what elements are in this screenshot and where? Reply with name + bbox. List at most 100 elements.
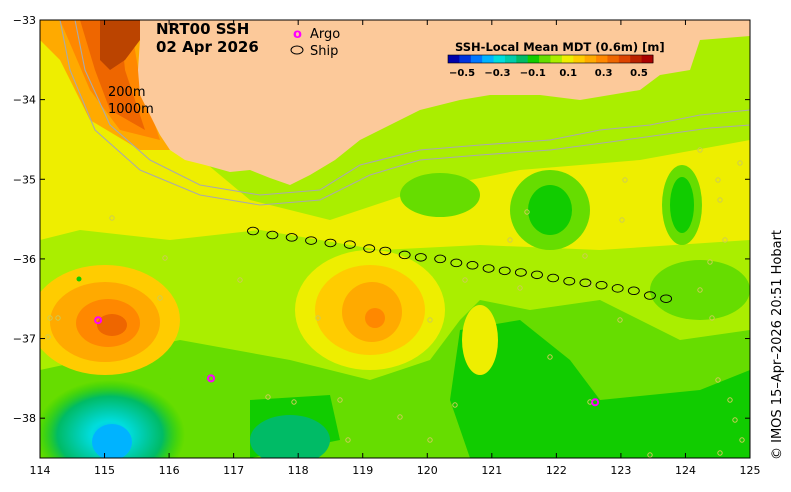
x-tick-label: 114 [30,464,51,477]
colorbar-frame [447,54,654,64]
station-dot [697,147,703,153]
colorbar-title: SSH-Local Mean MDT (0.6m) [m] [455,40,665,54]
station-dots [45,147,745,458]
contour-label-1000: 1000m [108,102,154,117]
x-tick-label: 119 [352,464,373,477]
station-dot [55,315,61,321]
station-dot [715,377,721,383]
colorbar-swatch [550,55,563,63]
station-dot [722,237,728,243]
station-dot [617,317,623,323]
station-dot [45,334,51,340]
ship-legend-symbol [290,45,304,55]
station-dot [739,437,745,443]
station-dot [619,217,625,223]
x-tick-label: 116 [159,464,180,477]
station-dot [337,397,343,403]
station-dot [452,402,458,408]
station-dot [427,317,433,323]
colorbar-swatch [448,55,460,63]
ship-position [450,258,463,268]
y-axis: −33 −34 −35 −36 −37 −38 [13,14,750,425]
colorbar-tick-label: 0.5 [630,68,648,79]
station-dot [524,209,530,215]
station-dot [715,177,721,183]
x-tick-label: 118 [288,464,309,477]
y-tick-label: −36 [13,253,36,266]
colorbar-swatch [493,55,506,63]
ship-position [627,286,640,296]
x-tick-label: 121 [481,464,502,477]
colorbar-swatch [527,55,540,63]
x-tick-label: 115 [94,464,115,477]
title-line2: 02 Apr 2026 [156,38,259,56]
argo-legend-symbol: o [293,27,302,42]
x-tick-label: 122 [546,464,567,477]
credit-text: © IMOS 15–Apr–2026 20:51 Hobart [770,230,785,460]
station-dot [732,417,738,423]
y-tick-label: −38 [13,412,36,425]
station-dot [587,282,593,288]
colorbar-tick-label: 0.1 [559,68,577,79]
colorbar-swatch [504,55,517,63]
station-dot [727,397,733,403]
shelf-orange [100,20,140,70]
station-dot [315,315,321,321]
station-dot [622,177,628,183]
argo-legend-label: Argo [310,27,340,42]
ship-position [434,254,447,264]
ship-position [563,276,576,286]
ship-legend-label: Ship [310,44,338,59]
colorbar-swatch [596,55,608,63]
colorbar-swatches [448,55,654,63]
x-tick-label: 123 [610,464,631,477]
colorbar-swatch [470,55,483,63]
station-dot [707,259,713,265]
colorbar: SSH-Local Mean MDT (0.6m) [m] −0.5 −0.3 −0… [447,40,665,79]
x-tick-label: 117 [223,464,244,477]
x-tick-label: 124 [675,464,696,477]
station-dot [397,414,403,420]
station-dot [507,237,513,243]
station-dot [76,276,82,282]
x-axis: 114 115 116 117 118 119 120 121 122 123 124 125 [30,20,761,477]
ship-position [305,236,318,245]
station-dot [517,285,523,291]
ship-position [379,246,392,256]
ship-position [531,270,543,280]
ship-position [514,268,527,277]
ship-position [660,294,673,303]
station-dot [291,399,297,405]
colorbar-swatch [584,55,597,63]
station-dot [737,160,743,166]
station-dot [709,315,715,321]
ship-position [266,230,279,240]
station-dot [582,253,588,259]
contour-label-200: 200m [108,85,145,100]
map-legend: o Argo Ship [290,27,340,59]
station-dot [547,354,553,360]
ship-position [398,250,411,260]
ship-position [466,261,479,270]
colorbar-swatch [618,55,631,63]
x-tick-label: 125 [740,464,761,477]
colorbar-tick-label: −0.5 [449,68,475,79]
argo-float [207,374,216,383]
station-dot [162,255,168,261]
ship-position [579,278,592,288]
colorbar-tick-label: −0.3 [484,68,510,79]
station-dot [157,295,163,301]
ship-track [247,226,673,303]
plot-frame [39,19,751,459]
colorbar-swatch [607,55,620,63]
station-dot [47,315,53,321]
ship-position [482,264,495,273]
colorbar-swatch [561,55,574,63]
ship-position [285,233,298,242]
isobath-1000m [59,20,750,206]
ship-position [324,238,337,248]
ship-position [414,253,427,262]
station-dot [265,394,271,400]
ship-position [595,280,608,290]
